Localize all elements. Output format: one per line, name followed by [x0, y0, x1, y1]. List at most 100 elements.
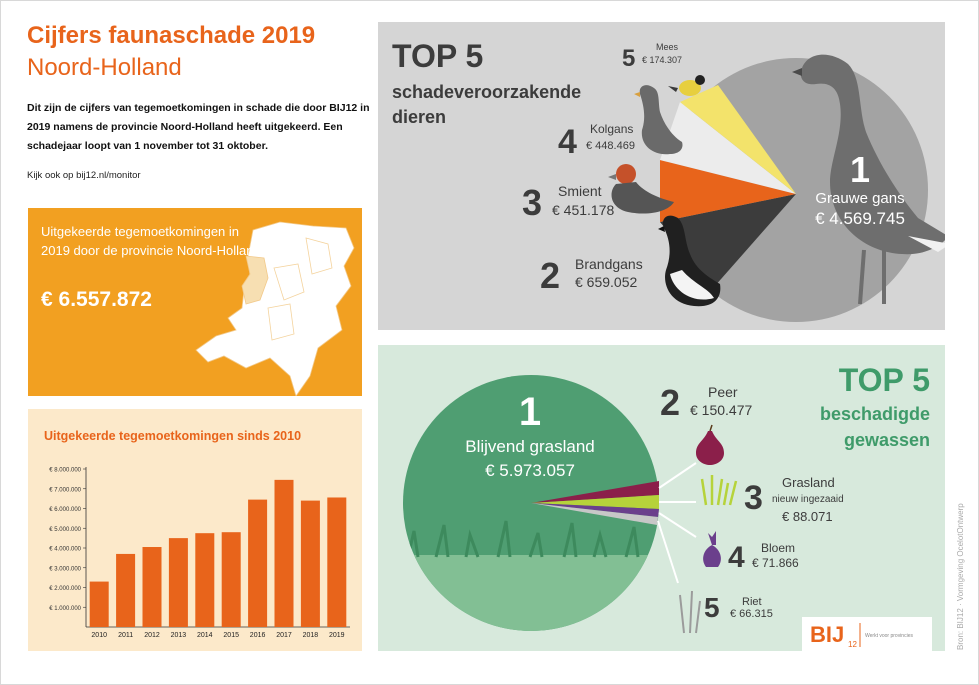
- y-tick-label: € 5.000.000: [49, 527, 81, 533]
- animal-2-rank: 2: [540, 255, 560, 296]
- x-tick-label: 2015: [223, 632, 239, 639]
- crop-5-name: Riet: [742, 596, 762, 608]
- bar-2013: [168, 538, 188, 627]
- x-tick-label: 2018: [303, 632, 319, 639]
- grey-goose-icon: [792, 54, 945, 305]
- animal-3-rank: 3: [522, 182, 542, 223]
- bar-2010: [89, 581, 109, 627]
- animal-5-name: Mees: [656, 42, 679, 52]
- crop-2-value: € 150.477: [690, 402, 752, 418]
- page-subtitle: Noord-Holland: [27, 54, 182, 81]
- x-tick-label: 2010: [91, 632, 107, 639]
- total-value: € 6.557.872: [41, 288, 152, 311]
- animal-5-value: € 174.307: [642, 55, 682, 65]
- crop-3-extra: nieuw ingezaaid: [772, 494, 844, 505]
- crop-5-value: € 66.315: [730, 608, 773, 620]
- pie-slice-mees: [680, 85, 796, 194]
- chart-title: Uitgekeerde tegemoetkomingen sinds 2010: [44, 429, 302, 443]
- barnacle-goose-icon: [658, 215, 721, 307]
- callout-lines: [657, 462, 697, 584]
- pie-slice-brandgans: [660, 194, 796, 287]
- pie-slice-smient: [660, 160, 796, 222]
- reed-icon: [679, 590, 701, 634]
- pie-slice-grasland-nieuw: [531, 495, 659, 509]
- crop-5-rank: 5: [704, 592, 720, 623]
- crop-3-name: Grasland: [782, 475, 835, 490]
- crop-2-rank: 2: [660, 382, 680, 423]
- animal-3-name: Smient: [558, 183, 602, 199]
- animal-1-value: € 4.569.745: [815, 209, 905, 228]
- wigeon-duck-icon: [608, 164, 674, 214]
- bar-chart: € 1.000.000 € 2.000.000 € 3.000.000 € 4.000…: [49, 467, 350, 639]
- logo-tagline: Werkt voor provincies: [865, 633, 913, 639]
- crop-1-rank: 1: [519, 390, 541, 434]
- crops-subheading-line2: gewassen: [844, 430, 930, 450]
- logo-sub: 12: [848, 640, 857, 649]
- bar-2014: [195, 533, 215, 627]
- white-fronted-goose-icon: [634, 85, 683, 155]
- crop-3-value: € 88.071: [782, 509, 833, 524]
- monitor-link[interactable]: Kijk ook op bij12.nl/monitor: [27, 170, 141, 181]
- animal-4-value: € 448.469: [586, 140, 635, 152]
- x-tick-label: 2012: [144, 632, 160, 639]
- page-title: Cijfers faunaschade 2019: [27, 22, 316, 49]
- great-tit-icon: [668, 75, 705, 96]
- animals-graphic: TOP 5 schadeveroorzakende dieren 1 Grauw…: [392, 38, 945, 322]
- x-tick-label: 2011: [118, 632, 133, 639]
- netherlands-map-icon: [195, 221, 355, 396]
- bar-2012: [142, 547, 162, 627]
- bar-2015: [221, 532, 241, 627]
- crop-4-rank: 4: [728, 541, 745, 574]
- pie-slice-riet: [531, 503, 658, 525]
- y-tick-label: € 1.000.000: [49, 606, 81, 612]
- pie-slice-peer: [531, 481, 659, 503]
- y-tick-label: € 6.000.000: [49, 507, 81, 513]
- x-tick-label: 2017: [276, 632, 292, 639]
- bar-2017: [274, 479, 294, 627]
- animal-5-rank: 5: [622, 45, 635, 72]
- intro-text: Dit zijn de cijfers van tegemoetkomingen…: [27, 102, 370, 152]
- animals-subheading-line2: dieren: [392, 107, 446, 127]
- animal-2-name: Brandgans: [575, 256, 643, 272]
- crop-4-value: € 71.866: [752, 556, 799, 570]
- bulb-flower-icon: [703, 531, 721, 567]
- y-tick-label: € 7.000.000: [49, 487, 81, 493]
- crops-graphic: TOP 5 beschadigde gewassen 1 Blijvend gr…: [403, 362, 932, 651]
- crop-3-rank: 3: [744, 479, 763, 517]
- x-tick-label: 2016: [250, 632, 266, 639]
- animal-3-value: € 451.178: [552, 202, 614, 218]
- bar-2019: [327, 497, 347, 627]
- crop-4-name: Bloem: [761, 541, 795, 555]
- seedling-grass-icon: [700, 475, 738, 506]
- y-tick-label: € 3.000.000: [49, 566, 81, 572]
- animals-heading: TOP 5: [392, 38, 483, 74]
- animals-box: TOP 5 schadeveroorzakende dieren 1 Grauw…: [378, 22, 945, 330]
- bar-2011: [116, 553, 136, 627]
- pie-slice-bloem: [531, 503, 659, 517]
- x-tick-label: 2013: [171, 632, 187, 639]
- total-label: Uitgekeerde tegemoetkomingen in 2019 doo…: [41, 224, 265, 258]
- bij12-logo: BIJ 12 Werkt voor provincies: [802, 617, 932, 651]
- crops-heading: TOP 5: [839, 362, 930, 398]
- animal-2-value: € 659.052: [575, 274, 637, 290]
- animal-1-name: Grauwe gans: [815, 190, 904, 207]
- pear-icon: [696, 424, 724, 465]
- animal-4-name: Kolgans: [590, 122, 633, 136]
- history-chart-box: Uitgekeerde tegemoetkomingen sinds 2010 …: [28, 409, 362, 651]
- x-tick-label: 2014: [197, 632, 213, 639]
- y-tick-label: € 2.000.000: [49, 586, 81, 592]
- pie-slice-kolgans: [660, 102, 796, 194]
- crop-2-name: Peer: [708, 384, 738, 400]
- bar-2018: [300, 500, 320, 627]
- crops-subheading-line1: beschadigde: [820, 404, 930, 424]
- total-box: Uitgekeerde tegemoetkomingen in 2019 doo…: [28, 208, 362, 396]
- credit-text: Bron: BIJ12 · Vormgeving OcelotOntwerp: [956, 503, 965, 650]
- animals-subheading-line1: schadeveroorzakende: [392, 82, 581, 102]
- x-tick-label: 2019: [329, 632, 345, 639]
- bar-2016: [248, 499, 268, 627]
- crop-1-value: € 5.973.057: [485, 461, 575, 480]
- animal-1-rank: 1: [850, 149, 870, 190]
- crop-1-name: Blijvend grasland: [465, 437, 594, 456]
- y-tick-label: € 4.000.000: [49, 547, 81, 553]
- y-tick-label: € 8.000.000: [49, 468, 81, 474]
